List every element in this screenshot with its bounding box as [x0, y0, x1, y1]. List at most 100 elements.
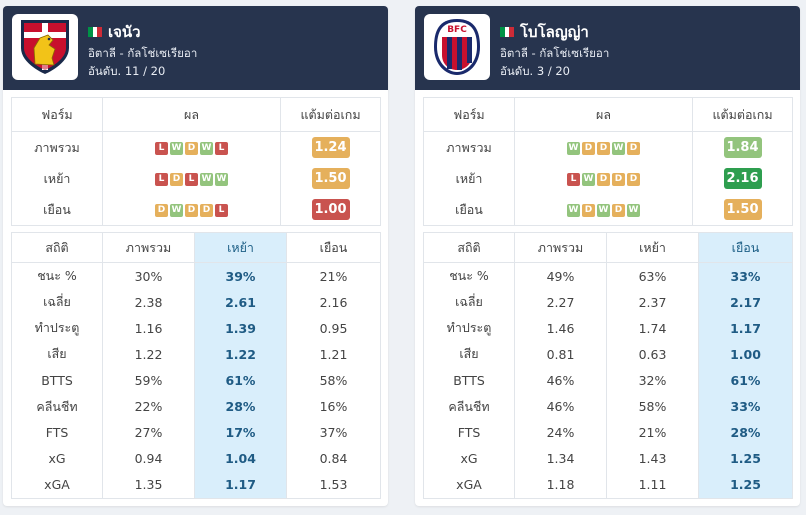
stats-row: ชนะ % 49% 63% 33% — [423, 262, 793, 290]
result-bubble[interactable]: L — [567, 173, 580, 186]
result-bubble[interactable]: W — [582, 173, 595, 186]
ppg-badge: 1.24 — [311, 137, 350, 158]
stat-value: 2.38 — [102, 289, 195, 316]
team-name-row: เจนัว — [88, 20, 141, 44]
stat-value: 2.37 — [606, 289, 699, 316]
stat-value: 1.43 — [606, 445, 699, 472]
result-bubble[interactable]: D — [597, 142, 610, 155]
result-bubble[interactable]: D — [582, 142, 595, 155]
result-bubble[interactable]: D — [582, 204, 595, 217]
stat-label: เสีย — [11, 341, 103, 368]
stat-value: 2.17 — [698, 289, 793, 316]
stat-value: 28% — [194, 393, 287, 420]
stat-value: 63% — [606, 262, 699, 290]
result-bubble[interactable]: D — [185, 204, 198, 217]
result-bubble[interactable]: W — [200, 142, 213, 155]
league-rank: อันดับ. 11 / 20 — [88, 64, 166, 78]
stat-value: 1.11 — [606, 471, 699, 499]
stats-row: BTTS 59% 61% 58% — [11, 367, 381, 394]
result-bubble[interactable]: W — [170, 204, 183, 217]
form-row-label: เยือน — [423, 194, 515, 226]
result-bubble[interactable]: D — [155, 204, 168, 217]
stat-value: 1.25 — [698, 471, 793, 499]
stat-value: 39% — [194, 262, 287, 290]
stat-value: 21% — [606, 419, 699, 446]
italy-flag-icon — [88, 27, 103, 37]
result-bubble[interactable]: D — [612, 204, 625, 217]
stat-label: xGA — [423, 471, 515, 499]
result-bubble[interactable]: W — [215, 173, 228, 186]
result-bubble[interactable]: D — [627, 173, 640, 186]
stat-label: FTS — [11, 419, 103, 446]
stat-value: 27% — [102, 419, 195, 446]
bologna-crest-icon[interactable]: BFC — [424, 14, 490, 80]
stats-header-away: เยือน — [286, 232, 381, 263]
ppg-badge: 1.50 — [311, 168, 350, 189]
form-header-ppg: แต้มต่อเกม — [280, 97, 381, 132]
result-bubble[interactable]: L — [215, 204, 228, 217]
stats-row: FTS 27% 17% 37% — [11, 419, 381, 446]
stat-label: xG — [11, 445, 103, 472]
team-name[interactable]: โบโลญญ่า — [520, 23, 589, 41]
result-bubble[interactable]: W — [612, 142, 625, 155]
result-bubble[interactable]: D — [612, 173, 625, 186]
stat-value: 1.17 — [698, 315, 793, 342]
result-bubble[interactable]: W — [567, 204, 580, 217]
result-bubble[interactable]: D — [185, 142, 198, 155]
league-name[interactable]: อิตาลี - กัลโช่เซเรียอา — [500, 46, 610, 60]
stats-table: สถิติ ภาพรวม เหย้า เยือน ชนะ % 49% 63% 33% เ… — [423, 232, 793, 499]
result-bubble[interactable]: L — [215, 142, 228, 155]
stat-value: 37% — [319, 425, 348, 441]
stats-header-stat: สถิติ — [11, 232, 103, 263]
stat-label: ทำประตู — [423, 315, 515, 342]
stats-table: สถิติ ภาพรวม เหย้า เยือน ชนะ % 30% 39% 21% เ… — [11, 232, 381, 499]
italy-flag-icon — [500, 27, 515, 37]
result-bubble[interactable]: W — [170, 142, 183, 155]
form-row-label: เยือน — [11, 194, 103, 226]
result-bubble[interactable]: D — [597, 173, 610, 186]
league-name[interactable]: อิตาลี - กัลโช่เซเรียอา — [88, 46, 198, 60]
stat-value: 1.74 — [606, 315, 699, 342]
form-header-ppg: แต้มต่อเกม — [692, 97, 793, 132]
stat-value: 1.18 — [514, 471, 607, 499]
result-bubble[interactable]: L — [155, 142, 168, 155]
stats-header-stat: สถิติ — [423, 232, 515, 263]
result-bubble[interactable]: W — [627, 204, 640, 217]
result-bubble[interactable]: L — [185, 173, 198, 186]
stat-value: 46% — [514, 367, 607, 394]
stat-value: 2.61 — [194, 289, 287, 316]
team-header: เจนัว อิตาลี - กัลโช่เซเรียอา อันดับ. 11… — [3, 6, 388, 90]
genoa-crest-icon[interactable] — [12, 14, 78, 80]
stat-value: 21% — [319, 268, 348, 284]
stats-row: ชนะ % 30% 39% 21% — [11, 262, 381, 290]
form-row-label: ภาพรวม — [423, 131, 515, 163]
stats-row: ทำประตู 1.46 1.74 1.17 — [423, 315, 793, 342]
stats-row: xG 1.34 1.43 1.25 — [423, 445, 793, 472]
stat-label: BTTS — [11, 367, 103, 394]
stat-value: 1.35 — [102, 471, 195, 499]
result-bubble[interactable]: D — [170, 173, 183, 186]
result-bubble[interactable]: D — [200, 204, 213, 217]
result-bubble[interactable]: W — [567, 142, 580, 155]
result-bubble[interactable]: W — [200, 173, 213, 186]
result-bubble[interactable]: D — [627, 142, 640, 155]
stat-value: 59% — [102, 367, 195, 394]
stat-value: 0.63 — [606, 341, 699, 368]
result-bubble[interactable]: W — [597, 204, 610, 217]
stat-label: เฉลี่ย — [11, 289, 103, 316]
result-bubble[interactable]: L — [155, 173, 168, 186]
stat-value: 0.84 — [319, 451, 348, 467]
stat-value: 0.95 — [319, 320, 348, 336]
stat-label: เฉลี่ย — [423, 289, 515, 316]
stats-row: คลีนชีท 22% 28% 16% — [11, 393, 381, 420]
stat-value: 1.34 — [514, 445, 607, 472]
team-name[interactable]: เจนัว — [108, 23, 141, 41]
stat-value: 24% — [514, 419, 607, 446]
league-rank: อันดับ. 3 / 20 — [500, 64, 570, 78]
